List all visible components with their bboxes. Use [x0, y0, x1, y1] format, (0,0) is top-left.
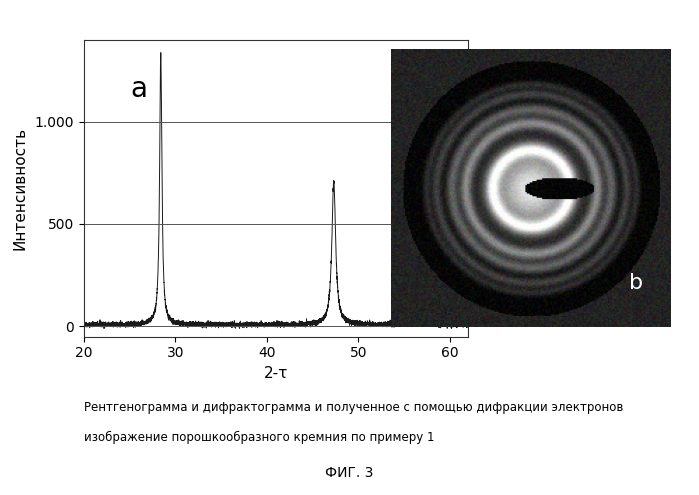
- Text: ФИГ. 3: ФИГ. 3: [325, 466, 374, 480]
- Text: b: b: [629, 273, 643, 294]
- Y-axis label: Интенсивность: Интенсивность: [13, 127, 28, 249]
- Text: a: a: [130, 75, 147, 103]
- Text: изображение порошкообразного кремния по примеру 1: изображение порошкообразного кремния по …: [84, 431, 434, 444]
- X-axis label: 2-τ: 2-τ: [264, 366, 288, 381]
- Text: Рентгенограмма и дифрактограмма и полученное с помощью дифракции электронов: Рентгенограмма и дифрактограмма и получе…: [84, 401, 624, 414]
